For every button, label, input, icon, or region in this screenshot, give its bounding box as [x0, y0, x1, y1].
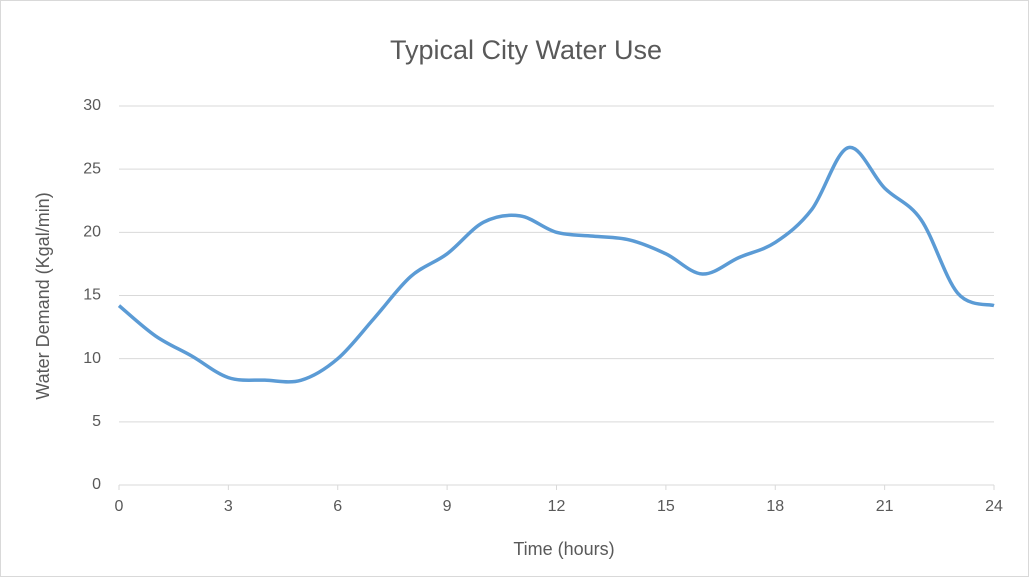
x-axis-label: Time (hours): [513, 539, 614, 559]
x-tick-label: 21: [876, 498, 894, 515]
x-tick-label: 12: [548, 498, 566, 515]
line-series: [117, 145, 995, 384]
y-tick-label: 25: [83, 160, 101, 177]
y-axis-label: Water Demand (Kgal/min): [33, 192, 53, 399]
y-tick-label: 30: [83, 97, 101, 114]
y-tick-label: 10: [83, 350, 101, 367]
y-tick-label: 20: [83, 224, 101, 241]
y-tick-label: 5: [92, 413, 101, 430]
chart-title: Typical City Water Use: [390, 35, 662, 65]
x-tick-label: 9: [443, 498, 452, 515]
x-tick-label: 0: [115, 498, 124, 515]
y-tick-label: 0: [92, 476, 101, 493]
x-tick-label: 3: [224, 498, 233, 515]
x-tick-label: 24: [985, 498, 1003, 515]
x-tick-label: 15: [657, 498, 675, 515]
x-tick-label: 18: [766, 498, 784, 515]
x-tick-label: 6: [333, 498, 342, 515]
y-tick-label: 15: [83, 287, 101, 304]
